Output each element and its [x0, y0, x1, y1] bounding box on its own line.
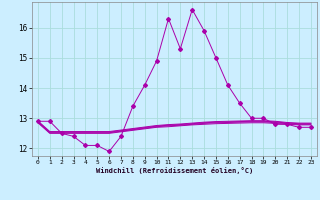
X-axis label: Windchill (Refroidissement éolien,°C): Windchill (Refroidissement éolien,°C)	[96, 167, 253, 174]
